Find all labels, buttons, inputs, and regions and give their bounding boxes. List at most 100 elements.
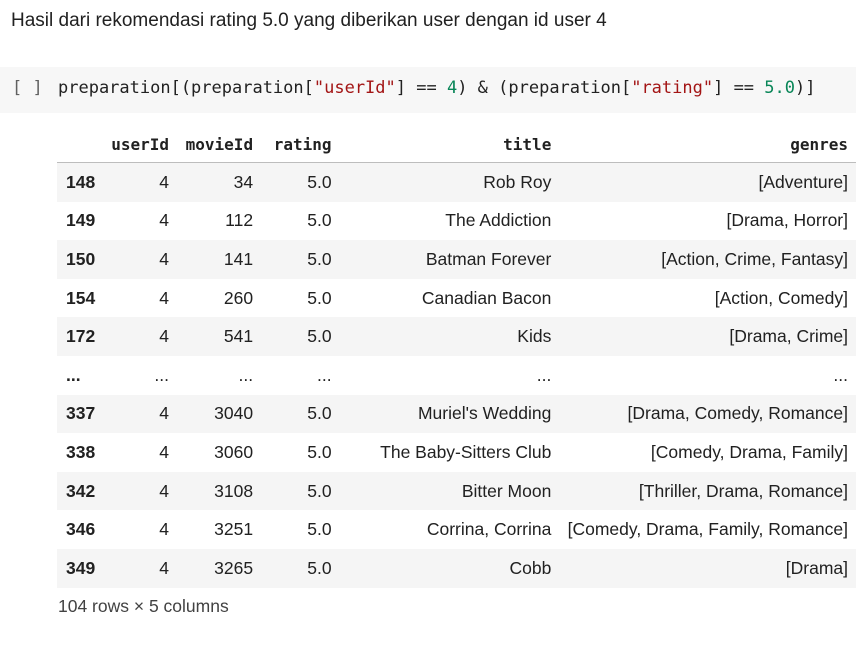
cell-rating: 5.0 xyxy=(307,287,332,308)
cell-rating: 5.0 xyxy=(307,519,332,540)
cell-movieid: 3060 xyxy=(214,441,254,462)
cell-userid: 4 xyxy=(159,441,169,462)
cell-movieid: 141 xyxy=(223,248,254,269)
index-header xyxy=(57,126,104,163)
cell-genres: [Drama, Crime] xyxy=(729,326,848,347)
column-header: movieId xyxy=(177,126,262,163)
code-token: ] == xyxy=(395,78,447,98)
row-index: 338 xyxy=(66,441,96,462)
cell-rating: 5.0 xyxy=(307,480,332,501)
cell-movieid: 3040 xyxy=(214,403,254,424)
cell-rating: 5.0 xyxy=(307,441,332,462)
table-row: 346 4 3251 5.0 Corrina, Corrina [Comedy,… xyxy=(57,510,856,549)
cell-movieid: 3251 xyxy=(214,519,254,540)
cell-userid: 4 xyxy=(159,210,169,231)
cell-userid: 4 xyxy=(159,171,169,192)
table-row: 150 4 141 5.0 Batman Forever [Action, Cr… xyxy=(57,240,856,279)
table-row: 148 4 34 5.0 Rob Roy [Adventure] xyxy=(57,162,856,202)
cell-movieid: 3108 xyxy=(214,480,254,501)
row-index: 349 xyxy=(66,557,96,578)
cell-userid: 4 xyxy=(159,326,169,347)
row-index: 149 xyxy=(66,210,96,231)
row-index: 337 xyxy=(66,403,96,424)
markdown-text: Hasil dari rekomendasi rating 5.0 yang d… xyxy=(11,10,607,31)
cell-title: Corrina, Corrina xyxy=(426,519,552,540)
dataframe-table: userId movieId rating title genres 148 4… xyxy=(57,126,856,588)
cell-userid: 4 xyxy=(159,403,169,424)
cell-genres: ... xyxy=(833,364,848,385)
cell-rating: 5.0 xyxy=(307,210,332,231)
code-token: preparation[(preparation[ xyxy=(58,78,314,98)
cell-genres: [Action, Crime, Fantasy] xyxy=(661,248,848,269)
row-index: 148 xyxy=(66,171,96,192)
table-row: 337 4 3040 5.0 Muriel's Wedding [Drama, … xyxy=(57,394,856,434)
code-editor[interactable]: preparation[(preparation["userId"] == 4)… xyxy=(58,78,815,98)
cell-genres: [Drama, Horror] xyxy=(726,210,848,231)
cell-userid: 4 xyxy=(159,519,169,540)
column-header: title xyxy=(339,126,560,163)
table-row: 338 4 3060 5.0 The Baby-Sitters Club [Co… xyxy=(57,433,856,472)
row-index: 342 xyxy=(66,480,96,501)
code-token: ) & (preparation[ xyxy=(457,78,632,98)
cell-movieid: 34 xyxy=(233,171,254,192)
table-header-row: userId movieId rating title genres xyxy=(57,126,856,163)
cell-userid: 4 xyxy=(159,480,169,501)
cell-rating: 5.0 xyxy=(307,171,332,192)
cell-userid: 4 xyxy=(159,287,169,308)
code-number: 4 xyxy=(446,78,458,98)
table-row-ellipsis: ... ... ... ... ... ... xyxy=(57,355,856,395)
cell-title: Kids xyxy=(517,326,552,347)
cell-userid: 4 xyxy=(159,248,169,269)
row-index: 154 xyxy=(66,287,96,308)
code-string: "userId" xyxy=(313,78,396,98)
code-string: "rating" xyxy=(631,78,714,98)
cell-title: The Addiction xyxy=(445,210,552,231)
cell-userid: 4 xyxy=(159,557,169,578)
code-token: )] xyxy=(795,78,816,98)
cell-movieid: 112 xyxy=(225,210,254,231)
table-row: 342 4 3108 5.0 Bitter Moon [Thriller, Dr… xyxy=(57,471,856,511)
cell-genres: [Comedy, Drama, Family] xyxy=(650,441,848,462)
row-index: 346 xyxy=(66,519,96,540)
table-row: 154 4 260 5.0 Canadian Bacon [Action, Co… xyxy=(57,278,856,318)
cell-rating: ... xyxy=(316,364,332,385)
cell-title: ... xyxy=(536,364,552,385)
code-cell[interactable]: [ ] preparation[(preparation["userId"] =… xyxy=(0,67,856,113)
cell-title: Rob Roy xyxy=(483,171,552,192)
column-header: userId xyxy=(103,126,177,163)
column-header: rating xyxy=(261,126,340,163)
cell-title: Muriel's Wedding xyxy=(417,403,552,424)
cell-movieid: 3265 xyxy=(214,557,254,578)
cell-title: The Baby-Sitters Club xyxy=(380,441,552,462)
row-index: ... xyxy=(66,364,81,385)
dataframe-shape-caption: 104 rows × 5 columns xyxy=(58,596,229,616)
row-index: 172 xyxy=(66,326,96,347)
run-cell-button[interactable]: [ ] xyxy=(12,78,43,98)
cell-genres: [Drama, Comedy, Romance] xyxy=(627,403,848,424)
cell-genres: [Action, Comedy] xyxy=(714,287,848,308)
column-header: genres xyxy=(559,126,856,163)
table-row: 149 4 112 5.0 The Addiction [Drama, Horr… xyxy=(57,201,856,241)
cell-title: Bitter Moon xyxy=(461,480,552,501)
cell-userid: ... xyxy=(154,364,169,385)
cell-output: userId movieId rating title genres 148 4… xyxy=(57,126,856,588)
cell-movieid: 541 xyxy=(223,326,254,347)
cell-genres: [Drama] xyxy=(785,557,848,578)
row-index: 150 xyxy=(66,248,96,269)
cell-rating: 5.0 xyxy=(307,248,332,269)
cell-rating: 5.0 xyxy=(307,557,332,578)
code-token: ] == xyxy=(713,78,765,98)
cell-movieid: 260 xyxy=(223,287,254,308)
cell-genres: [Comedy, Drama, Family, Romance] xyxy=(567,519,848,540)
cell-rating: 5.0 xyxy=(307,403,332,424)
cell-rating: 5.0 xyxy=(307,326,332,347)
cell-movieid: ... xyxy=(238,364,254,385)
table-row: 172 4 541 5.0 Kids [Drama, Crime] xyxy=(57,317,856,356)
table-row: 349 4 3265 5.0 Cobb [Drama] xyxy=(57,548,856,588)
cell-title: Cobb xyxy=(509,557,552,578)
cell-genres: [Adventure] xyxy=(758,171,849,192)
cell-title: Canadian Bacon xyxy=(421,287,552,308)
cell-title: Batman Forever xyxy=(425,248,552,269)
code-number: 5.0 xyxy=(764,78,795,98)
cell-genres: [Thriller, Drama, Romance] xyxy=(638,480,848,501)
